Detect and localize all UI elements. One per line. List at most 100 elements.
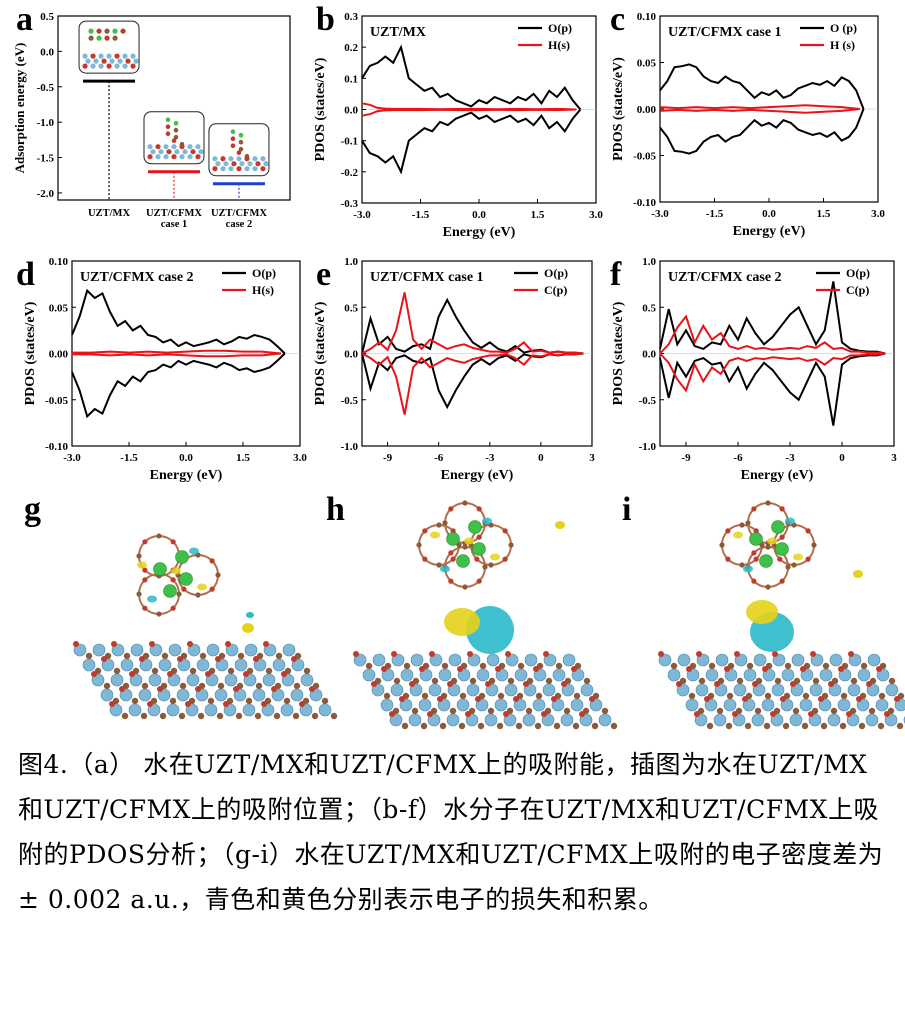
structure-g-c-atom — [159, 712, 167, 720]
structure-i-o-atom — [714, 681, 720, 687]
structure-i-ti-atom — [742, 698, 756, 712]
y-axis-label-c: PDOS (states/eV) — [611, 57, 626, 161]
structure-i-ti-atom — [733, 683, 747, 697]
structure-h-atom — [442, 520, 448, 526]
structure-i-atom — [719, 542, 725, 548]
structure-g-ti-atom — [149, 643, 163, 657]
figure-caption: 图4.（a） 水在UZT/MX和UZT/CFMX上的吸附能，插图为水在UZT/M… — [18, 750, 884, 914]
structure-g — [73, 533, 338, 720]
structure-i-ti-atom — [696, 653, 710, 667]
structure-g-o-atom — [157, 686, 163, 692]
x-tick-label-b-1: -1.5 — [412, 209, 430, 221]
legend-label-f-1: C(p) — [846, 283, 869, 297]
inset-atom-a-0 — [130, 53, 136, 59]
structure-g-c-atom — [179, 682, 187, 690]
structure-h-atom — [416, 542, 422, 548]
structure-h-ti-atom — [438, 668, 452, 682]
inset-atom-a-1 — [150, 149, 156, 155]
structure-i-c-atom — [746, 662, 754, 670]
inset-structure-a-2 — [208, 123, 270, 177]
structure-i-ti-atom — [799, 698, 813, 712]
structure-g-atom — [136, 553, 142, 559]
structure-i-atom — [765, 584, 771, 590]
y-tick-label-d-3: -0.05 — [45, 395, 68, 407]
structure-g-ti-atom — [262, 673, 276, 687]
structure-h-density-lobe — [482, 517, 492, 525]
structure-h-c-atom — [535, 692, 543, 700]
y-tick-label-c-2: 0.00 — [637, 104, 657, 116]
series-line-c-0-down — [659, 108, 865, 155]
structure-g-o-atom — [147, 701, 153, 707]
structure-h-atom — [476, 506, 482, 512]
chart-c: -3.0 -1.5 0.0 1.5 3.0 0.10 0.05 0.00 -0.05 -0.10 E… — [611, 11, 885, 239]
structure-g-c-atom — [207, 697, 215, 705]
structure-h-o-atom — [571, 666, 577, 672]
structure-i-ti-atom — [686, 668, 700, 682]
structure-h-c-atom — [441, 662, 449, 670]
structure-g-o-atom — [195, 686, 201, 692]
structure-h-c-atom — [420, 722, 428, 730]
panel-letter-f: f — [610, 256, 622, 293]
structure-g-o-atom — [111, 641, 117, 647]
structure-i-o-atom — [686, 666, 692, 672]
structure-i-atom — [725, 528, 731, 534]
inset-atom-a-0 — [114, 53, 120, 59]
inset-atom-a-0 — [98, 53, 104, 59]
structure-i-c-atom — [822, 662, 830, 670]
inset-atom-a-2 — [260, 156, 266, 162]
structure-h-ti-atom — [437, 698, 451, 712]
structure-i-o-atom — [780, 696, 786, 702]
structure-g-c-atom — [151, 667, 159, 675]
structure-g-o-atom — [233, 686, 239, 692]
structure-i-ti-atom — [875, 698, 889, 712]
structure-g-atom — [215, 572, 221, 578]
x-tick-label-b-4: 3.0 — [589, 209, 603, 221]
structure-i-c-atom — [763, 722, 771, 730]
structure-g-c-atom — [217, 682, 225, 690]
structure-h-ti-atom — [476, 668, 490, 682]
structure-h-density-lobe — [430, 531, 440, 539]
structure-i-ti-atom — [734, 653, 748, 667]
structure-h-atom — [436, 522, 442, 528]
structure-i-atom — [765, 544, 771, 550]
structure-g-ti-atom — [185, 703, 199, 717]
structure-g-density-lobe — [137, 561, 147, 569]
structure-i-ti-atom — [829, 653, 843, 667]
structure-i-o-atom — [770, 711, 776, 717]
x-tick-label-d-1: -1.5 — [120, 452, 138, 464]
chart-title-c: UZT/CFMX case 1 — [668, 25, 782, 40]
structure-i-o-atom — [876, 666, 882, 672]
structure-g-ti-atom — [300, 673, 314, 687]
series-line-e-0-up — [361, 297, 584, 355]
structure-g-ti-atom — [100, 688, 114, 702]
structure-i-c-atom — [764, 692, 772, 700]
structure-g-c-atom — [140, 712, 148, 720]
structure-h-c-atom — [459, 692, 467, 700]
structure-i-ti-atom — [667, 668, 681, 682]
structure-h-ti-atom — [371, 683, 385, 697]
structure-h-c-atom — [583, 677, 591, 685]
structure-h-c-atom — [487, 707, 495, 715]
structure-i-ti-atom — [865, 713, 879, 727]
y-tick-label-b-2: 0.1 — [344, 73, 358, 85]
structure-i-c-atom — [782, 722, 790, 730]
structure-i-ti-atom — [810, 653, 824, 667]
structure-i-o-atom — [894, 696, 900, 702]
series-line-b-0-down — [361, 108, 582, 175]
structure-g-o-atom — [243, 671, 249, 677]
structure-g-ti-atom — [261, 703, 275, 717]
inset-atom-a-2 — [212, 156, 218, 162]
structure-h-ti-atom — [447, 683, 461, 697]
series-line-c-0-up — [659, 63, 865, 110]
structure-g-atom — [209, 558, 215, 564]
x-tick-label-b-2: 0.0 — [472, 209, 486, 221]
inset-atom-a-1 — [173, 120, 179, 126]
legend-label-c-0: O (p) — [830, 21, 857, 35]
structure-h-c-atom — [555, 662, 563, 670]
structure-h-ti-atom — [381, 668, 395, 682]
structure-g-atom — [156, 533, 162, 539]
structure-h-atom — [476, 578, 482, 584]
x-tick-label-a-2-0: UZT/CFMX — [211, 208, 267, 219]
structure-g-c-atom — [161, 652, 169, 660]
structure-g-o-atom — [185, 701, 191, 707]
